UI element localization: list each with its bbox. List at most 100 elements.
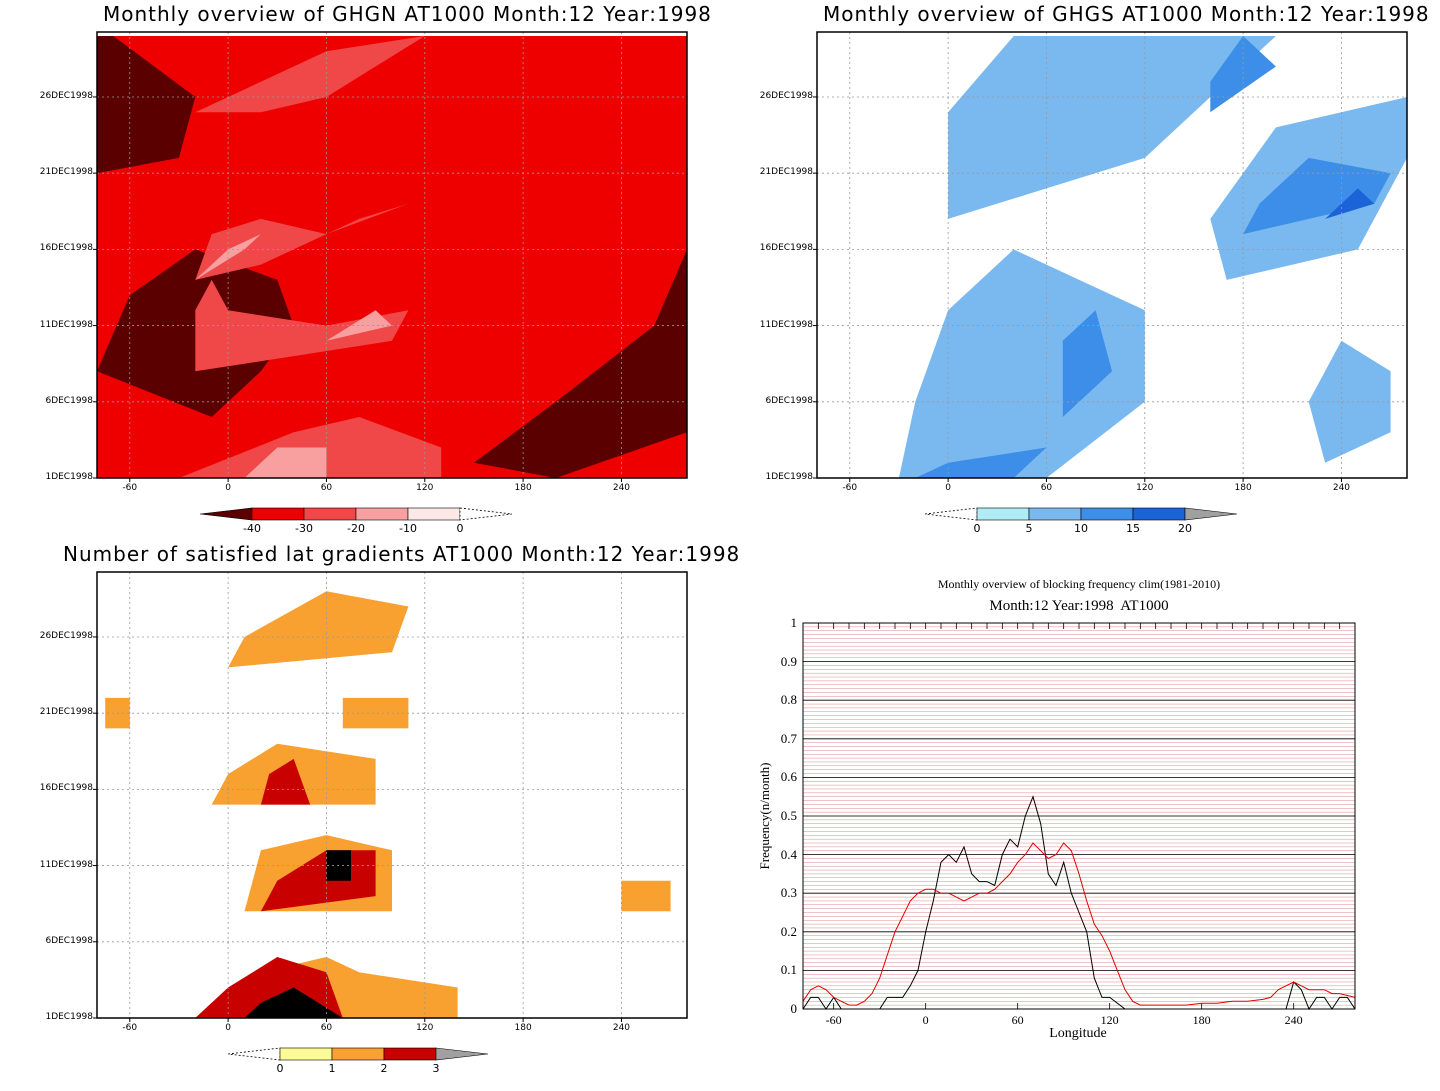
freq-series-red — [802, 842, 1356, 1006]
lat-x-tick-label: 60 — [320, 1023, 333, 1033]
ghgn-contour-region — [195, 36, 425, 113]
ghgn-contour-region — [326, 310, 392, 341]
lat-x-tick-label: 240 — [612, 1023, 631, 1033]
lat-x-tick-label: -60 — [122, 1023, 138, 1033]
freq-ylabel: Frequency(n/month) — [757, 762, 772, 870]
ghgs-colorbar-label: 0 — [973, 522, 981, 535]
lat-y-tick-label: 16DEC1998 — [39, 783, 93, 794]
ghgs-colorbar-swatch — [1080, 507, 1134, 521]
freq-x-tick-label: 120 — [1100, 1013, 1119, 1027]
ghgs-x-tick-label: 60 — [1040, 483, 1053, 493]
freq-y-tick-label: 0 — [790, 1001, 798, 1016]
ghgs-y-tick-label: 6DEC1998 — [765, 395, 813, 406]
freq-line-chart — [802, 622, 1356, 1011]
ghgs-contour-region — [1308, 340, 1391, 463]
ghgs-contour-region — [1062, 310, 1112, 417]
ghgs-heatmap — [813, 31, 1408, 482]
ghgn-heatmap — [93, 31, 688, 482]
freq-y-tick-label: 0.6 — [780, 769, 797, 785]
ghgs-x-tick-label: 240 — [1332, 483, 1351, 493]
ghgs-colorbar-swatch — [976, 507, 1030, 521]
ghgs-contour-region — [898, 249, 1145, 478]
ghgn-frame — [96, 31, 688, 479]
freq-y-tick-label: 0.3 — [780, 885, 797, 901]
lat-y-tick-label: 21DEC1998 — [39, 707, 93, 718]
lat-y-tick-label: 11DEC1998 — [39, 859, 93, 870]
ghgs-contour-region — [1243, 157, 1391, 235]
ghgs-colorbar-label: 5 — [1025, 522, 1033, 535]
ghgs-y-tick-label: 26DEC1998 — [759, 90, 813, 101]
ghgn-colorbar-arrow-left — [199, 507, 253, 521]
lat-frame — [96, 571, 688, 1019]
ghgn-x-tick-label: 180 — [514, 483, 532, 493]
ghgs-colorbar — [924, 507, 1238, 521]
lat-contour-region — [260, 758, 311, 805]
lat-y-tick-label: 1DEC1998 — [45, 1012, 93, 1022]
freq-frame — [802, 622, 1356, 1010]
ghgn-contour-region — [473, 249, 687, 478]
ghgs-y-tick-label: 21DEC1998 — [759, 167, 813, 178]
ghgn-contour-region — [97, 36, 196, 174]
ghgs-frame — [816, 31, 1408, 479]
lat-x-tick-label: 180 — [514, 1023, 532, 1033]
ghgn-y-tick-label: 21DEC1998 — [39, 167, 93, 178]
freq-xlabel: Longitude — [1049, 1026, 1107, 1041]
ghgn-colorbar-swatch — [251, 507, 305, 521]
ghgs-colorbar-arrow-left — [924, 507, 978, 521]
freq-y-tick-label: 0.4 — [780, 846, 797, 862]
ghgs-colorbar-swatch — [1028, 507, 1082, 521]
ghgn-colorbar-swatch — [303, 507, 357, 521]
ghgn-colorbar-arrow-right — [459, 507, 513, 521]
ghgs-x-tick-label: 0 — [945, 483, 951, 493]
ghgs-colorbar-swatch — [1132, 507, 1186, 521]
ghgn-contour-region — [195, 279, 409, 372]
lat-colorbar-swatch — [383, 1047, 437, 1061]
lat-y-tick-label: 6DEC1998 — [45, 935, 93, 946]
ghgs-colorbar-label: 15 — [1126, 522, 1140, 535]
freq-y-tick-label: 0.2 — [780, 923, 797, 939]
lat-colorbar-label: 3 — [432, 1062, 440, 1075]
lat-heatmap — [93, 571, 688, 1022]
lat-contour-region — [342, 697, 409, 729]
ghgn-colorbar-label: -10 — [399, 522, 417, 535]
ghgn-y-tick-label: 11DEC1998 — [39, 319, 93, 330]
lat-title: Number of satisfied lat gradients AT1000… — [63, 542, 741, 566]
lat-colorbar-swatch — [279, 1047, 333, 1061]
ghgs-y-tick-label: 11DEC1998 — [759, 319, 813, 330]
ghgs-title: Monthly overview of GHGS AT1000 Month:12… — [823, 2, 1430, 26]
ghgn-contour-region — [244, 447, 327, 478]
ghgs-contour-region — [1210, 36, 1276, 113]
freq-y-tick-label: 0.9 — [780, 653, 797, 669]
freq-y-tick-label: 0.8 — [780, 692, 797, 708]
lat-x-tick-label: 0 — [225, 1023, 231, 1033]
lat-colorbar-arrow-left — [227, 1047, 281, 1061]
ghgn-y-tick-label: 26DEC1998 — [39, 90, 93, 101]
ghgn-x-tick-label: 60 — [320, 483, 333, 493]
freq-x-tick-label: 240 — [1284, 1013, 1303, 1027]
ghgn-colorbar-swatch — [355, 507, 409, 521]
ghgn-colorbar — [199, 507, 513, 521]
lat-colorbar-swatch — [331, 1047, 385, 1061]
ghgs-y-tick-label: 16DEC1998 — [759, 243, 813, 254]
freq-x-tick-label: 180 — [1192, 1013, 1211, 1027]
freq-y-tick-label: 1 — [790, 615, 798, 630]
freq-subtitle: Month:12 Year:1998 AT1000 — [989, 598, 1169, 614]
freq-y-tick-label: 0.5 — [780, 808, 797, 823]
ghgn-colorbar-label: 0 — [456, 522, 464, 535]
lat-y-tick-label: 26DEC1998 — [39, 630, 93, 641]
ghgn-x-tick-label: 240 — [612, 483, 631, 493]
lat-colorbar-label: 1 — [328, 1062, 336, 1075]
freq-y-tick-label: 0.7 — [780, 730, 797, 746]
ghgs-contour-region — [915, 447, 1047, 478]
ghgn-contour-region — [195, 203, 409, 280]
ghgs-x-tick-label: 120 — [1136, 483, 1154, 493]
ghgn-y-tick-label: 16DEC1998 — [39, 243, 93, 254]
ghgs-colorbar-label: 20 — [1178, 522, 1192, 535]
ghgn-colorbar-label: -40 — [243, 522, 261, 535]
ghgs-contour-region — [948, 36, 1276, 219]
ghgs-x-tick-label: -60 — [842, 483, 858, 493]
lat-colorbar — [227, 1047, 489, 1061]
lat-colorbar-arrow-right — [435, 1047, 489, 1061]
ghgs-y-tick-label: 1DEC1998 — [765, 472, 813, 482]
ghgn-x-tick-label: 0 — [225, 483, 231, 493]
